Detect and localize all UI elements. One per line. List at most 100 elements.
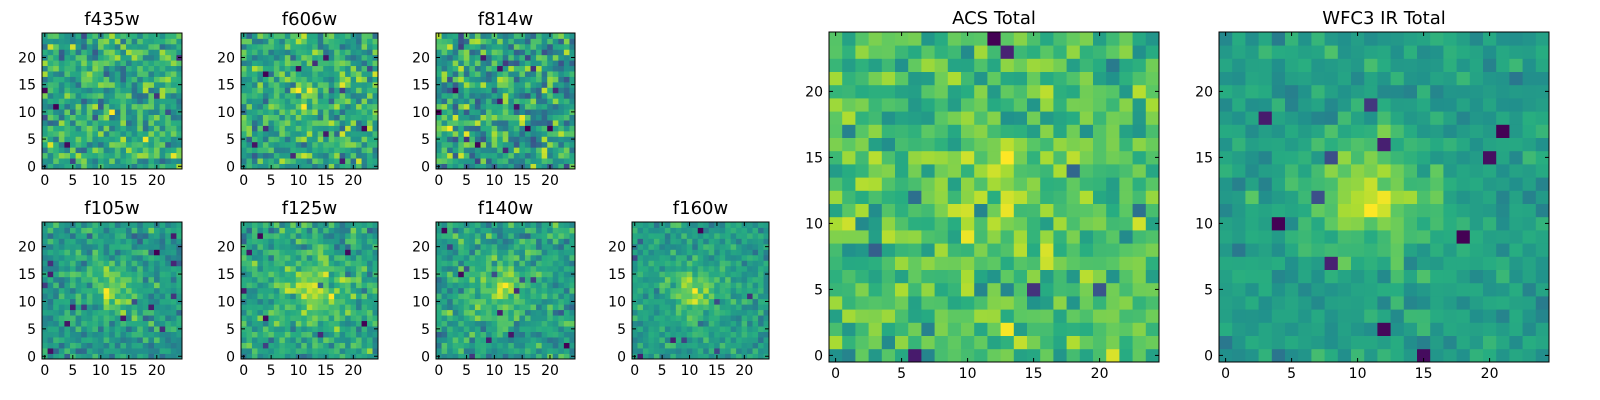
heatmap-cell: [350, 43, 357, 50]
heatmap-cell: [334, 103, 341, 110]
heatmap-cell: [541, 315, 548, 322]
heatmap-cell: [312, 71, 319, 77]
heatmap-cell: [519, 125, 526, 132]
heatmap-cell: [697, 260, 704, 267]
heatmap-cell: [257, 120, 264, 126]
heatmap-cell: [558, 38, 565, 45]
heatmap-cell: [154, 65, 160, 72]
heatmap-cell: [552, 353, 559, 360]
heatmap-cell: [502, 92, 509, 99]
heatmap-cell: [659, 348, 666, 354]
heatmap-cell: [137, 103, 144, 110]
heatmap-cell: [552, 163, 559, 170]
heatmap-cell: [257, 103, 264, 110]
heatmap-cell: [356, 265, 362, 272]
heatmap-cell: [165, 87, 172, 94]
heatmap-cell: [70, 158, 76, 164]
heatmap-cell: [1053, 164, 1067, 178]
heatmap-cell: [881, 164, 896, 178]
heatmap-cell: [452, 238, 459, 245]
heatmap-cell: [675, 320, 682, 327]
heatmap-cell: [142, 337, 149, 343]
heatmap-cell: [306, 120, 313, 126]
heatmap-cell: [53, 147, 60, 154]
heatmap-cell: [513, 152, 520, 159]
heatmap-cell: [497, 293, 504, 300]
heatmap-cell: [120, 65, 127, 72]
heatmap-cell: [463, 320, 470, 327]
heatmap-cell: [137, 298, 144, 305]
heatmap-cell: [246, 353, 253, 360]
heatmap-cell: [664, 320, 671, 327]
heatmap-cell: [447, 163, 454, 170]
heatmap-cell: [317, 282, 324, 289]
heatmap-cell: [279, 136, 286, 143]
heatmap-cell: [670, 353, 677, 360]
heatmap-cell: [262, 81, 269, 88]
heatmap-cell: [345, 54, 351, 61]
heatmap-cell: [165, 243, 172, 250]
heatmap-cell: [109, 353, 116, 360]
heatmap-cell: [176, 287, 183, 294]
heatmap-cell: [246, 227, 253, 234]
heatmap-cell: [361, 227, 368, 234]
heatmap-cell: [279, 260, 286, 267]
heatmap-cell: [58, 43, 65, 50]
heatmap-cell: [323, 87, 330, 94]
heatmap-cell: [1079, 230, 1094, 244]
heatmap-cell: [730, 326, 737, 332]
heatmap-cell: [441, 304, 448, 311]
heatmap-cell: [530, 309, 537, 316]
heatmap-cell: [142, 81, 149, 88]
heatmap-cell: [268, 65, 275, 72]
heatmap-cell: [842, 296, 856, 310]
heatmap-cell: [251, 114, 258, 121]
heatmap-cell: [686, 293, 693, 300]
heatmap-cell: [469, 309, 476, 316]
heatmap-cell: [317, 49, 324, 56]
heatmap-cell: [497, 282, 504, 289]
heatmap-cell: [120, 337, 127, 343]
heatmap-cell: [547, 109, 554, 115]
heatmap-cell: [1093, 296, 1107, 310]
heatmap-cell: [159, 254, 166, 261]
heatmap-cell: [908, 243, 922, 257]
heatmap-cell: [334, 87, 341, 94]
heatmap-cell: [312, 243, 319, 250]
heatmap-cell: [81, 315, 88, 322]
heatmap-cell: [284, 298, 291, 305]
heatmap-cell: [552, 120, 559, 126]
heatmap-cell: [92, 92, 99, 99]
heatmap-cell: [142, 232, 149, 239]
heatmap-cell: [131, 130, 138, 137]
heatmap-cell: [563, 260, 570, 267]
heatmap-cell: [763, 227, 770, 234]
heatmap-cell: [497, 309, 504, 316]
heatmap-cell: [312, 222, 319, 228]
heatmap-cell: [692, 342, 699, 349]
heatmap-cell: [1093, 230, 1107, 244]
heatmap-cell: [165, 249, 172, 256]
heatmap-cell: [502, 71, 509, 77]
heatmap-cell: [64, 114, 71, 121]
heatmap-cell: [120, 276, 127, 283]
heatmap-cell: [279, 320, 286, 327]
heatmap-cell: [159, 227, 166, 234]
heatmap-cell: [246, 163, 253, 170]
heatmap-cell: [241, 65, 247, 72]
heatmap-cell: [653, 249, 660, 256]
heatmap-cell: [1106, 230, 1120, 244]
heatmap-cell: [714, 293, 721, 300]
heatmap-cell: [317, 60, 324, 67]
heatmap-cell: [273, 120, 280, 126]
heatmap-cell: [486, 43, 492, 50]
heatmap-cell: [447, 304, 454, 311]
heatmap-cell: [251, 65, 258, 72]
heatmap-cell: [356, 130, 362, 137]
heatmap-cell: [486, 265, 492, 272]
axes-frame: [41, 221, 183, 360]
heatmap-cell: [131, 49, 138, 56]
heatmap-cell: [148, 222, 155, 228]
heatmap-cell: [81, 271, 88, 278]
